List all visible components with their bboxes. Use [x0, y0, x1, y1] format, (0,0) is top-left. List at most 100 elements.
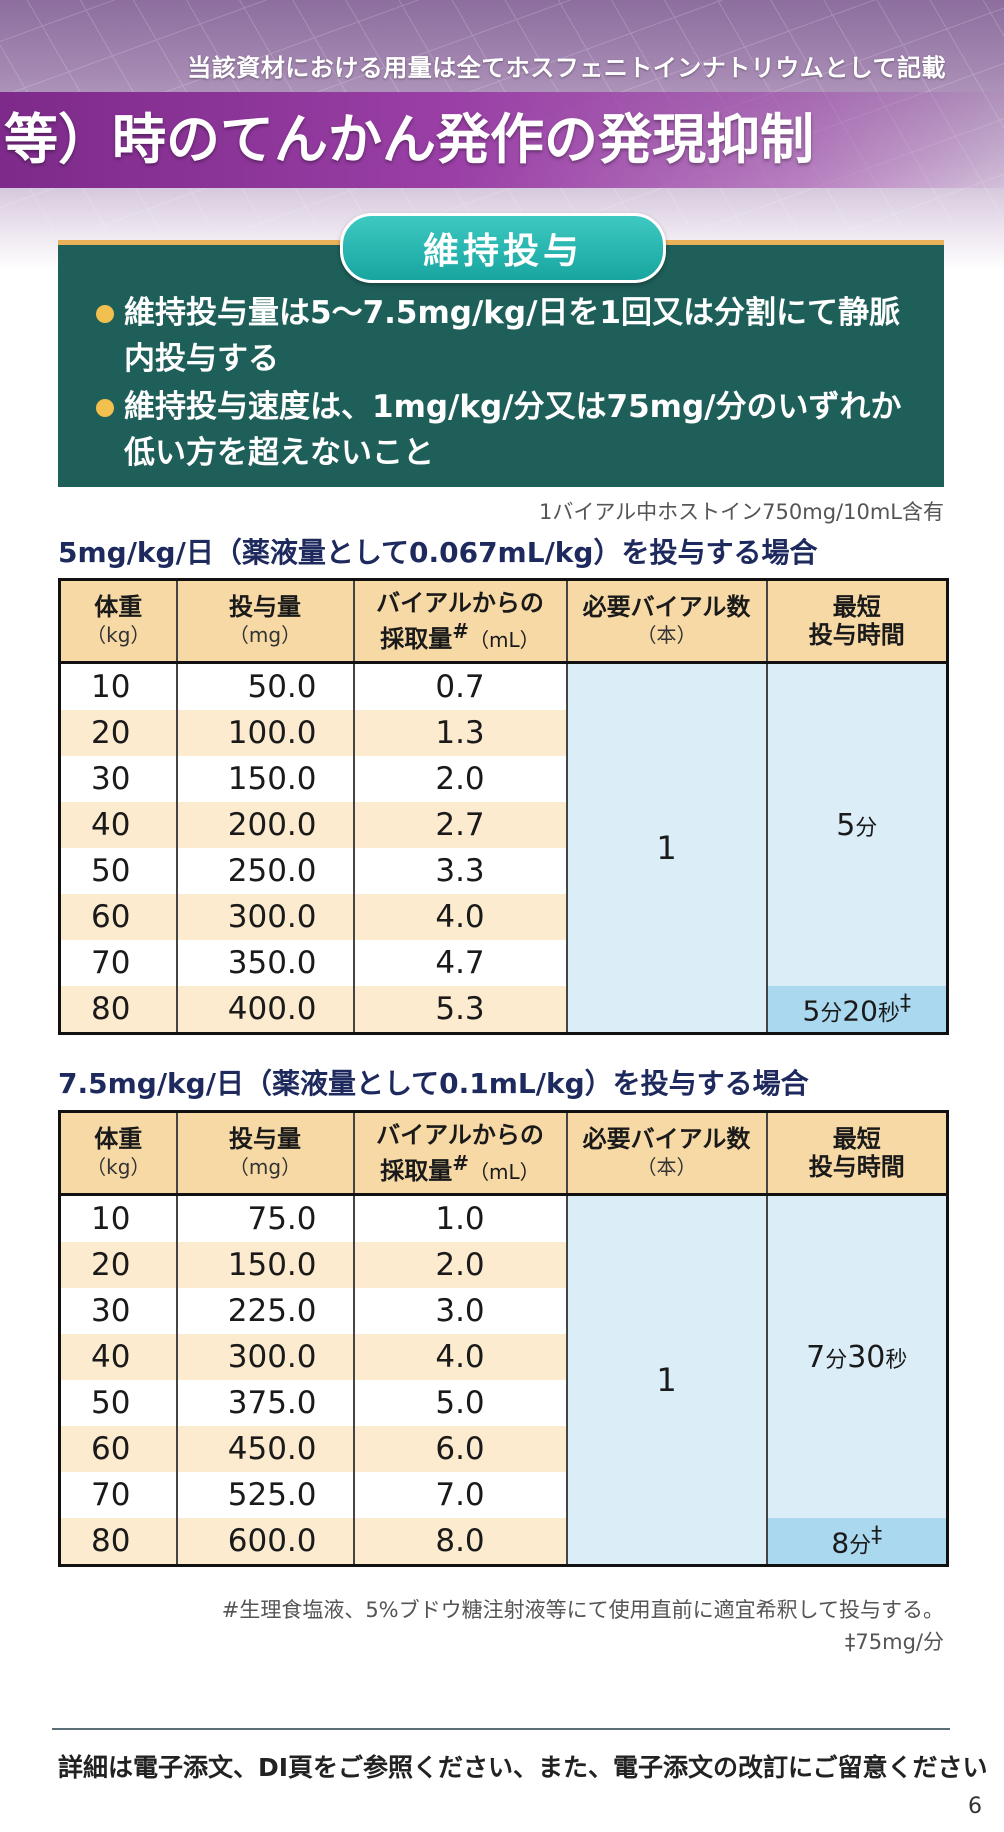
table1-heading: 5mg/kg/日（薬液量として0.067mL/kg）を投与する場合: [58, 536, 818, 569]
cell-volume: 3.0: [353, 1288, 568, 1334]
cell-volume: 4.0: [353, 894, 568, 940]
table-row: 70 525.0 7.0: [59, 1472, 948, 1518]
maintenance-bullet: 維持投与量は5〜7.5mg/kg/日を1回又は分割にて静脈内投与する: [96, 290, 916, 382]
vial-content-note: 1バイアル中ホストイン750mg/10mL含有: [539, 500, 944, 524]
cell-weight: 60: [59, 894, 178, 940]
col-time: 最短 投与時間: [766, 579, 949, 664]
table-row: 60 300.0 4.0: [59, 894, 948, 940]
cell-volume: 6.0: [353, 1426, 568, 1472]
cell-weight: 50: [59, 1380, 178, 1426]
cell-time-last: 8分‡: [766, 1518, 949, 1566]
cell-volume: 4.7: [353, 940, 568, 986]
col-weight: 体重 （kg）: [59, 579, 178, 664]
table-row: 40 300.0 4.0: [59, 1334, 948, 1380]
table-row: 30 225.0 3.0: [59, 1288, 948, 1334]
cell-volume: 2.0: [353, 756, 568, 802]
cell-dose: 100.0: [176, 710, 355, 756]
table-row: 50 375.0 5.0: [59, 1380, 948, 1426]
table-row: 30 150.0 2.0: [59, 756, 948, 802]
footnote-dilution: #生理食塩液、5%ブドウ糖注射液等にて使用直前に適宜希釈して投与する。: [221, 1598, 944, 1622]
table2-heading: 7.5mg/kg/日（薬液量として0.1mL/kg）を投与する場合: [58, 1067, 809, 1100]
cell-dose: 300.0: [176, 1334, 355, 1380]
cell-dose: 525.0: [176, 1472, 355, 1518]
cell-volume: 8.0: [353, 1518, 568, 1566]
col-volume: バイアルからの 採取量#（mL）: [353, 1111, 568, 1196]
table-row: 40 200.0 2.7: [59, 802, 948, 848]
maintenance-bullet-text: 維持投与速度は、1mg/kg/分又は75mg/分のいずれか低い方を超えないこと: [124, 389, 902, 471]
table-row: 20 150.0 2.0: [59, 1242, 948, 1288]
bullet-dot-icon: [96, 305, 114, 323]
cell-volume: 4.0: [353, 1334, 568, 1380]
cell-time: 7分30秒: [766, 1194, 949, 1518]
cell-weight: 30: [59, 1288, 178, 1334]
table-row: 10 50.0 0.7 1 5分: [59, 662, 949, 1034]
dose-table-7-5mg: 体重 （kg） 投与量 （mg） バイアルからの 採取量#（mL） 必要バイアル数 （本…: [58, 1110, 949, 1567]
page-number: 6: [968, 1794, 982, 1819]
table-row: 70 350.0 4.7: [59, 940, 948, 986]
table-header-row: 体重 （kg） 投与量 （mg） バイアルからの 採取量#（mL） 必要バイアル数 （本…: [59, 1111, 949, 1196]
cell-weight: 70: [59, 940, 178, 986]
cell-weight: 20: [59, 1242, 178, 1288]
cell-volume: 2.0: [353, 1242, 568, 1288]
cell-dose: 450.0: [176, 1426, 355, 1472]
cell-dose: 150.0: [176, 1242, 355, 1288]
cell-volume: 5.3: [353, 986, 568, 1034]
title-band: [0, 92, 1004, 188]
cell-volume: 3.3: [353, 848, 568, 894]
cell-volume: 1.0: [353, 1194, 568, 1242]
cell-time-last: 5分20秒‡: [766, 986, 949, 1034]
cell-weight: 50: [59, 848, 178, 894]
cell-weight: 40: [59, 802, 178, 848]
maintenance-bullet-text: 維持投与量は5〜7.5mg/kg/日を1回又は分割にて静脈内投与する: [124, 295, 900, 377]
table-row: 80 600.0 8.0 8分‡: [59, 1518, 949, 1566]
cell-dose: 200.0: [176, 802, 355, 848]
cell-volume: 5.0: [353, 1380, 568, 1426]
cell-weight: 60: [59, 1426, 178, 1472]
cell-volume: 0.7: [353, 662, 568, 710]
col-vials: 必要バイアル数 （本）: [566, 1111, 768, 1196]
dosage-basis-note: 当該資材における用量は全てホスフェニトインナトリウムとして記載: [187, 54, 946, 82]
cell-dose: 400.0: [176, 986, 355, 1034]
col-dose: 投与量 （mg）: [176, 579, 355, 664]
page-title: 等）時のてんかん発作の発現抑制: [4, 108, 814, 171]
cell-dose: 350.0: [176, 940, 355, 986]
cell-dose: 150.0: [176, 756, 355, 802]
col-time: 最短 投与時間: [766, 1111, 949, 1196]
col-volume: バイアルからの 採取量#（mL）: [353, 579, 568, 664]
cell-weight: 10: [59, 662, 178, 710]
cell-weight: 20: [59, 710, 178, 756]
cell-dose: 250.0: [176, 848, 355, 894]
cell-dose: 300.0: [176, 894, 355, 940]
cell-volume: 2.7: [353, 802, 568, 848]
col-weight: 体重 （kg）: [59, 1111, 178, 1196]
maintenance-label: 維持投与: [340, 213, 666, 283]
cell-weight: 30: [59, 756, 178, 802]
cell-dose: 600.0: [176, 1518, 355, 1566]
cell-vials: 1: [566, 1194, 768, 1566]
cell-volume: 1.3: [353, 710, 568, 756]
table-row: 50 250.0 3.3: [59, 848, 948, 894]
reference-note: 詳細は電子添文、DI頁をご参照ください、また、電子添文の改訂にご留意ください: [58, 1753, 988, 1782]
cell-time: 5分: [766, 662, 949, 986]
cell-dose: 225.0: [176, 1288, 355, 1334]
cell-dose: 375.0: [176, 1380, 355, 1426]
table-row: 60 450.0 6.0: [59, 1426, 948, 1472]
cell-volume: 7.0: [353, 1472, 568, 1518]
cell-weight: 80: [59, 1518, 178, 1566]
cell-weight: 40: [59, 1334, 178, 1380]
dose-table-5mg: 体重 （kg） 投与量 （mg） バイアルからの 採取量#（mL） 必要バイアル数 （本…: [58, 578, 949, 1035]
table-row: 20 100.0 1.3: [59, 710, 948, 756]
table-row: 80 400.0 5.3 5分20秒‡: [59, 986, 949, 1034]
bullet-dot-icon: [96, 399, 114, 417]
col-dose: 投与量 （mg）: [176, 1111, 355, 1196]
cell-vials: 1: [566, 662, 768, 1034]
cell-weight: 70: [59, 1472, 178, 1518]
maintenance-bullet: 維持投与速度は、1mg/kg/分又は75mg/分のいずれか低い方を超えないこと: [96, 384, 916, 476]
cell-dose: 50.0: [176, 662, 355, 710]
table-header-row: 体重 （kg） 投与量 （mg） バイアルからの 採取量#（mL） 必要バイアル数 （本…: [59, 579, 949, 664]
footnote-rate: ‡75mg/分: [844, 1630, 944, 1654]
table-row: 10 75.0 1.0 1 7分30秒: [59, 1194, 949, 1566]
cell-weight: 10: [59, 1194, 178, 1242]
col-vials: 必要バイアル数 （本）: [566, 579, 768, 664]
divider: [52, 1728, 950, 1730]
